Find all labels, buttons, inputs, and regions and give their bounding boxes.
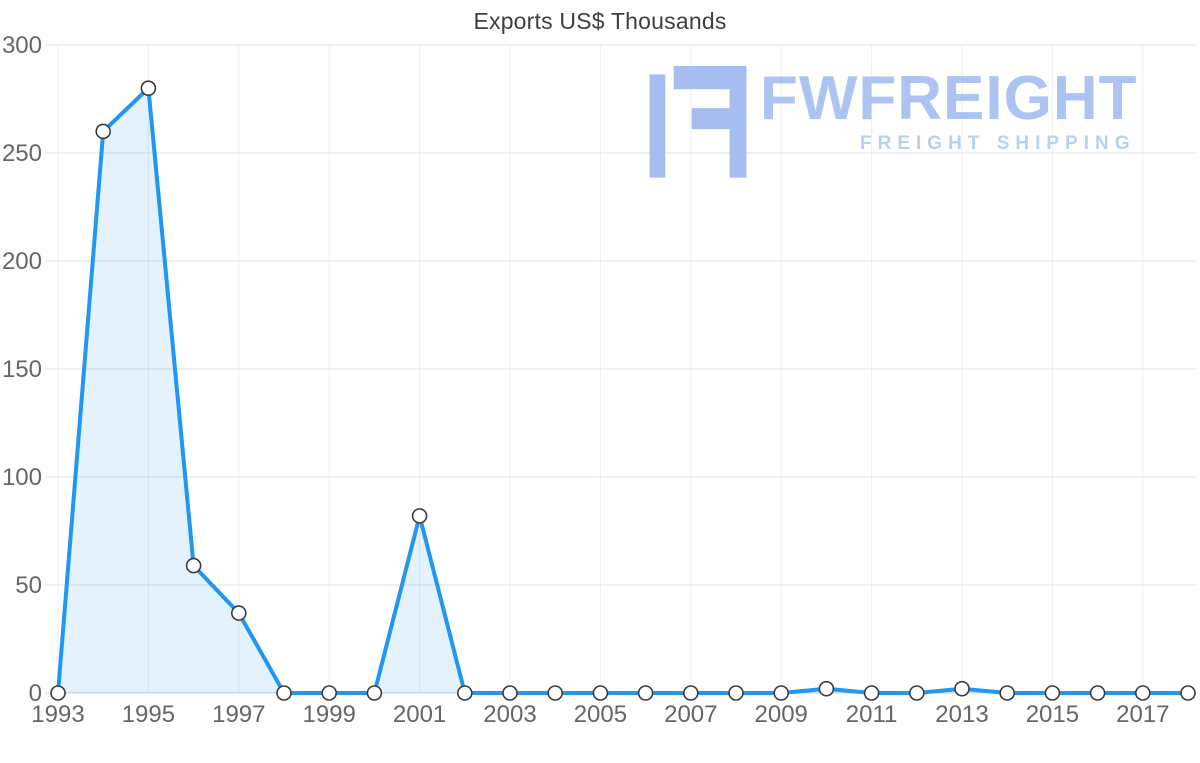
x-tick-label: 2011 <box>846 701 898 728</box>
chart-title: Exports US$ Thousands <box>473 8 727 34</box>
x-tick-label: 2003 <box>483 701 536 728</box>
data-point <box>411 508 428 524</box>
x-tick-label: 2009 <box>755 701 808 728</box>
data-point <box>592 685 609 701</box>
data-point <box>231 605 247 621</box>
data-point <box>863 685 880 701</box>
data-point <box>95 123 111 140</box>
data-point <box>366 685 383 701</box>
data-point <box>954 680 970 697</box>
data-point <box>773 685 790 701</box>
data-point <box>547 685 564 701</box>
data-point <box>1044 685 1061 701</box>
data-point <box>818 680 835 697</box>
data-point <box>1135 685 1151 701</box>
data-points <box>50 80 1196 701</box>
y-tick-label: 50 <box>15 572 42 599</box>
line-series <box>56 86 1190 695</box>
data-point <box>276 685 292 701</box>
data-point <box>1180 685 1196 701</box>
x-tick-label: 2007 <box>664 701 717 728</box>
x-tick-label: 2013 <box>935 701 988 728</box>
grid <box>46 44 1196 694</box>
data-point <box>502 685 518 701</box>
x-tick-label: 1993 <box>31 701 84 728</box>
data-point <box>185 557 202 574</box>
y-axis-labels: 0 50 100 150 200 250 300 <box>2 32 42 707</box>
x-tick-label: 2001 <box>393 701 446 728</box>
data-point <box>999 685 1016 701</box>
x-tick-label: 1999 <box>303 701 356 728</box>
x-tick-label: 2005 <box>574 701 627 728</box>
area-fill <box>58 88 1188 693</box>
data-point <box>456 685 473 701</box>
data-point <box>321 685 338 701</box>
x-tick-label: 1997 <box>212 701 265 728</box>
x-tick-label: 2017 <box>1116 701 1169 728</box>
data-point <box>637 685 654 701</box>
data-point <box>908 685 925 701</box>
y-tick-label: 200 <box>2 248 42 275</box>
y-tick-label: 250 <box>2 140 42 167</box>
x-tick-label: 2015 <box>1026 701 1079 728</box>
x-tick-label: 1995 <box>122 701 175 728</box>
data-point <box>1089 685 1106 701</box>
x-axis-labels: 1993 1995 1997 1999 2001 2003 2005 2007 2009 2011… <box>31 701 1169 728</box>
data-point <box>728 685 744 701</box>
data-point <box>140 80 157 96</box>
y-tick-label: 300 <box>2 32 42 59</box>
y-tick-label: 150 <box>2 356 42 383</box>
y-tick-label: 100 <box>2 464 42 491</box>
data-point <box>682 685 699 701</box>
y-tick-label: 0 <box>29 680 42 707</box>
data-point <box>50 685 66 701</box>
